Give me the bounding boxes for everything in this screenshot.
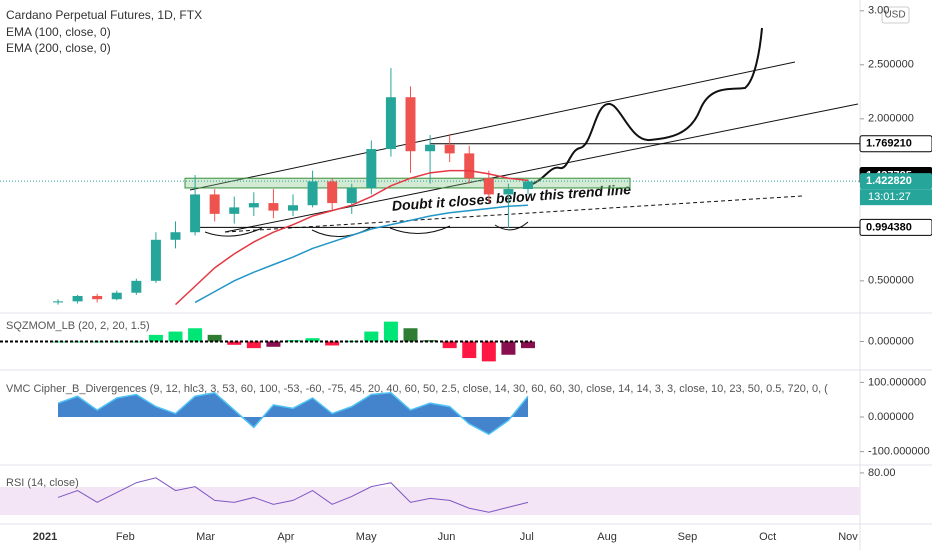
candle-body	[346, 187, 357, 204]
indicator-label: SQZMOM_LB (20, 2, 20, 1.5)	[6, 320, 150, 332]
momentum-bar	[148, 334, 163, 342]
x-tick-label: Jul	[520, 531, 534, 543]
momentum-bar	[481, 341, 496, 362]
candle-body	[268, 203, 279, 211]
candle-body	[503, 189, 514, 195]
momentum-bar	[403, 328, 418, 342]
y-tick-label: 100.000000	[868, 376, 926, 388]
momentum-bar	[462, 341, 477, 359]
momentum-bar	[501, 341, 516, 355]
x-tick-label: Sep	[678, 531, 698, 543]
x-tick-label: Aug	[597, 531, 617, 543]
y-tick-label: 2.500000	[868, 59, 914, 71]
candle-body	[131, 280, 142, 293]
projection-curve	[529, 27, 763, 186]
candle-body	[209, 194, 220, 214]
x-tick-label: Mar	[196, 531, 215, 543]
legend-entry: EMA (100, close, 0)	[6, 25, 111, 39]
candle-body	[170, 232, 181, 240]
momentum-bar	[207, 334, 222, 342]
legend-entry: EMA (200, close, 0)	[6, 41, 111, 55]
momentum-bar	[521, 341, 535, 349]
price-label: 1.422820	[866, 175, 912, 187]
channel-top	[189, 61, 796, 191]
y-tick-label: 3.00	[868, 5, 889, 17]
candle-body	[150, 239, 161, 281]
arc	[204, 227, 263, 237]
candle-body	[92, 295, 103, 300]
rsi-band	[0, 487, 860, 515]
momentum-bar	[442, 341, 457, 349]
y-tick-label: 0.000000	[868, 411, 914, 423]
candle-body	[72, 295, 83, 302]
trend-line	[224, 195, 803, 233]
support-zone	[184, 177, 631, 189]
x-tick-label: Oct	[759, 531, 776, 543]
x-tick-label: Feb	[116, 531, 135, 543]
y-tick-label: 2.000000	[868, 113, 914, 125]
candle-body	[483, 178, 494, 195]
candle-body	[444, 144, 455, 154]
candle-body	[405, 97, 416, 152]
momentum-bar	[188, 328, 203, 342]
rsi-line	[57, 477, 529, 513]
x-tick-label: Nov	[838, 531, 858, 543]
candle-body	[111, 292, 122, 300]
momentum-bar	[325, 341, 340, 346]
candle-body	[327, 181, 338, 204]
momentum-bar	[383, 321, 398, 342]
momentum-bar	[305, 338, 320, 342]
price-label-bg	[859, 218, 932, 236]
ema-line	[174, 169, 529, 306]
countdown: 13:01:27	[868, 191, 911, 203]
momentum-bar	[246, 341, 261, 349]
chart-title: Cardano Perpetual Futures, 1D, FTX	[6, 8, 202, 22]
candle-body	[190, 194, 201, 233]
indicator-label: RSI (14, close)	[6, 477, 79, 489]
y-tick-label: 0.500000	[868, 275, 914, 287]
price-label-bg	[859, 135, 932, 153]
candle-body	[366, 149, 377, 188]
candle-body	[53, 301, 63, 303]
currency-badge[interactable]	[881, 6, 910, 24]
channel-bottom	[224, 103, 859, 233]
y-tick-label: 80.00	[868, 467, 896, 479]
ema-line	[194, 204, 529, 304]
candle-body	[425, 144, 436, 152]
momentum-bar	[227, 341, 242, 345]
y-tick-label: 0.000000	[868, 335, 914, 347]
momentum-bar	[364, 331, 379, 342]
indicator-label: VMC Cipher_B_Divergences (9, 12, hlc3, 3…	[6, 383, 828, 395]
candle-body	[288, 205, 298, 211]
arc	[389, 225, 451, 234]
countdown-bg	[860, 189, 932, 206]
price-label-bg	[860, 173, 932, 190]
candle-body	[385, 97, 396, 150]
x-tick-label: Apr	[277, 531, 294, 543]
candle-body	[307, 181, 318, 206]
candle-body	[229, 207, 240, 214]
x-tick-label: 2021	[33, 531, 57, 543]
currency[interactable]: USD	[884, 10, 905, 21]
arc	[494, 221, 529, 231]
y-tick-label: -100.000000	[868, 446, 930, 458]
wave-line	[57, 391, 529, 436]
candle-body	[248, 203, 259, 208]
price-label: 0.994380	[866, 221, 912, 233]
wave-area	[58, 392, 528, 435]
x-tick-label: Jun	[438, 531, 456, 543]
momentum-bar	[168, 331, 183, 342]
candle-body	[464, 153, 475, 179]
momentum-bar	[266, 341, 281, 347]
price-label: 1.769210	[866, 138, 912, 150]
x-tick-label: May	[356, 531, 377, 543]
candle-body	[523, 181, 533, 190]
